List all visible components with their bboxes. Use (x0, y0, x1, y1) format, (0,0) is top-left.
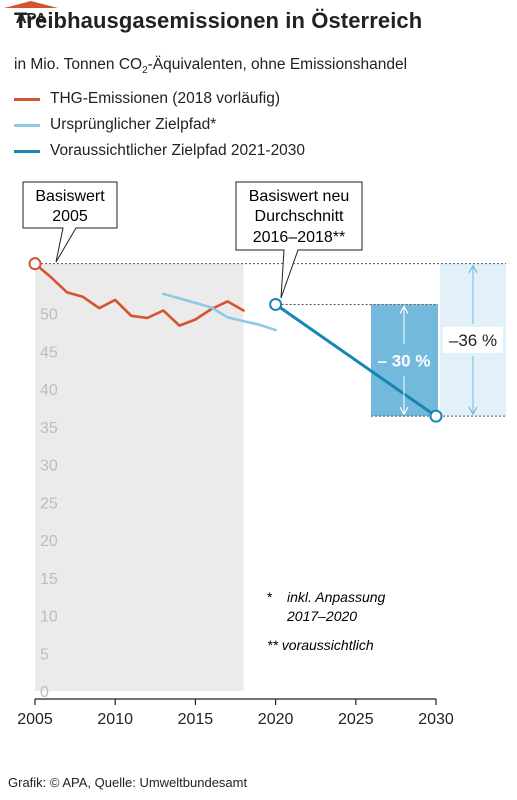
footnote-1-marker: * (267, 589, 273, 605)
y-tick-label: 40 (40, 382, 58, 399)
legend-swatch-thg (14, 97, 40, 101)
legend-item-thg: THG-Emissionen (2018 vorläufig) (14, 90, 280, 108)
callout-basiswert-2005-box (22, 181, 118, 263)
y-axis-tick-labels: 0 5 10 15 20 25 30 35 40 45 50 (40, 307, 58, 702)
marker-2030 (429, 409, 443, 423)
x-tick-label: 2020 (258, 711, 294, 728)
callout-basiswert-2005-line1: Basiswert (35, 188, 105, 205)
callout-basiswert-neu-box (235, 181, 363, 299)
subtitle-prefix: in Mio. Tonnen CO (14, 56, 143, 73)
reduction-36-label-bg (443, 326, 503, 353)
legend-swatch-original (14, 123, 40, 127)
arrow-30-head-up (399, 305, 409, 314)
reduction-36-label: –36 % (449, 331, 497, 350)
series-layer (28, 257, 443, 423)
footnote-1-line2: 2017–2020 (286, 608, 357, 624)
x-axis-ticks: 2005 2010 2015 2020 2025 2030 (17, 699, 454, 728)
series-line-0 (33, 262, 245, 327)
y-tick-label: 20 (40, 533, 58, 550)
x-tick-label: 2030 (418, 711, 454, 728)
x-tick-label: 2005 (17, 711, 53, 728)
y-tick-label: 50 (40, 307, 58, 324)
y-tick-label: 10 (40, 609, 58, 626)
apa-logo-roof-icon (4, 1, 58, 8)
y-tick-label: 5 (40, 646, 49, 663)
callout-basiswert-neu-line2: Durchschnitt (255, 208, 344, 225)
source-footer: Grafik: © APA, Quelle: Umweltbundesamt (8, 775, 248, 790)
arrow-36-head-up (468, 264, 478, 273)
y-tick-label: 15 (40, 571, 58, 588)
callout-basiswert-neu-line3: 2016–2018** (253, 229, 346, 246)
marker-2005 (28, 257, 42, 271)
y-tick-label: 45 (40, 344, 58, 361)
arrow-30-head-down (399, 406, 409, 416)
series-line-1 (162, 292, 277, 332)
chart-title: Treibhausgasemissionen in Österreich (14, 8, 423, 33)
x-tick-label: 2025 (338, 711, 374, 728)
legend-item-original: Ursprünglicher Zielpfad* (14, 116, 216, 134)
apa-logo: APA (4, 1, 58, 24)
historical-period-shading (35, 263, 244, 691)
subtitle-suffix: -Äquivalenten, ohne Emissionshandel (147, 56, 408, 73)
legend-label-thg: THG-Emissionen (2018 vorläufig) (50, 90, 281, 107)
subtitle-subscript: 2 (142, 65, 148, 77)
legend-label-original: Ursprünglicher Zielpfad* (50, 116, 217, 133)
series-line-2 (274, 302, 438, 418)
footnote-2: ** voraussichtlich (267, 637, 374, 653)
x-tick-label: 2015 (178, 711, 214, 728)
y-tick-label: 30 (40, 458, 58, 475)
reduction-30-label: – 30 % (378, 351, 431, 370)
x-tick-label: 2010 (97, 711, 133, 728)
callout-basiswert-2005-line2: 2005 (52, 208, 88, 225)
arrow-36-head-down (468, 406, 478, 416)
y-tick-label: 0 (40, 684, 49, 701)
footnote-1-line1: inkl. Anpassung (287, 589, 386, 605)
marker-2020 (269, 297, 283, 311)
legend-item-forecast: Voraussichtlicher Zielpfad 2021-2030 (14, 142, 305, 160)
chart-subtitle: in Mio. Tonnen CO2-Äquivalenten, ohne Em… (14, 56, 407, 76)
y-tick-label: 35 (40, 420, 58, 437)
callout-basiswert-neu-line1: Basiswert neu (249, 188, 350, 205)
apa-logo-text: APA (16, 10, 47, 24)
callout-basiswert-2005: Basiswert 2005 (22, 181, 118, 263)
legend-swatch-forecast (14, 149, 40, 153)
reduction-arrows (399, 264, 478, 416)
callout-basiswert-neu: Basiswert neu Durchschnitt 2016–2018** (235, 181, 363, 299)
y-tick-label: 25 (40, 495, 58, 512)
legend-label-forecast: Voraussichtlicher Zielpfad 2021-2030 (50, 142, 306, 159)
